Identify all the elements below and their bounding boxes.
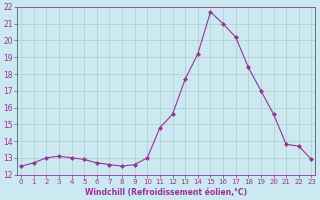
X-axis label: Windchill (Refroidissement éolien,°C): Windchill (Refroidissement éolien,°C) xyxy=(85,188,247,197)
